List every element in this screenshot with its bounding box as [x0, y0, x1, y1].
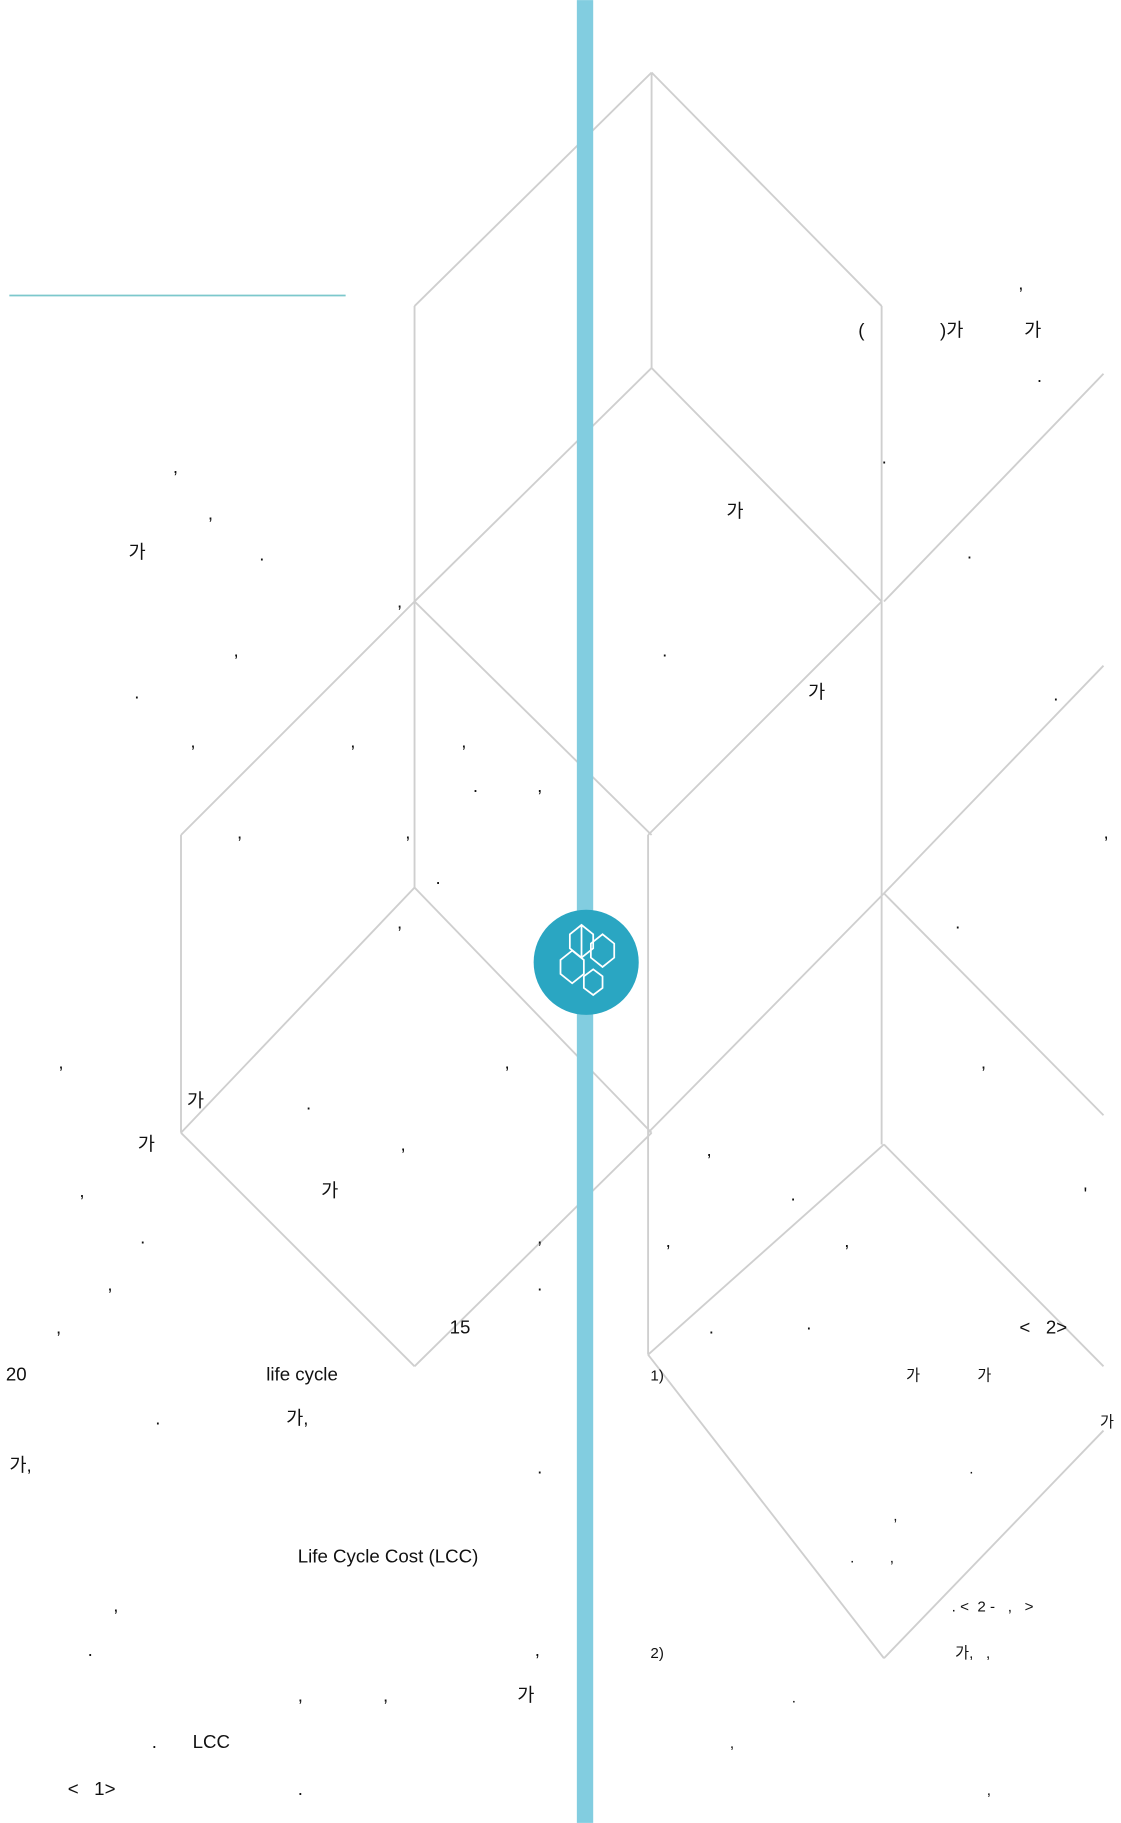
- text-fragment: ,: [535, 1639, 540, 1660]
- text-fragment: .: [152, 1731, 157, 1752]
- text-fragment: .: [967, 541, 972, 562]
- text-fragment: ,: [706, 1139, 711, 1160]
- text-fragment: ,: [981, 1052, 986, 1073]
- text-fragment: 가: [1024, 319, 1041, 340]
- text-fragment: ,: [397, 590, 402, 611]
- text-fragment: .: [850, 1549, 854, 1566]
- text-fragment: ,: [987, 1782, 991, 1799]
- text-fragment: .: [1053, 684, 1058, 705]
- text-fragment: ,: [730, 1735, 734, 1752]
- text-fragment: ,: [893, 1507, 897, 1524]
- text-fragment: 2): [650, 1645, 664, 1662]
- text-fragment: ,: [208, 503, 213, 524]
- text-fragment: (: [858, 319, 865, 340]
- text-fragment: ': [1084, 1184, 1088, 1205]
- text-fragment: 20: [6, 1363, 27, 1384]
- text-fragment: 가: [808, 681, 825, 702]
- text-fragment: .: [662, 639, 667, 660]
- text-fragment: ,: [298, 1684, 303, 1705]
- text-fragment: ·: [806, 1317, 812, 1338]
- text-fragment: ,: [537, 1227, 542, 1248]
- text-fragment: ,: [56, 1317, 61, 1338]
- text-fragment: LCC: [193, 1731, 230, 1752]
- text-fragment: .: [134, 681, 139, 702]
- text-fragment: 가: [187, 1090, 204, 1111]
- text-fragment: .: [537, 1273, 542, 1294]
- text-fragment: < 1>: [68, 1778, 116, 1799]
- text-fragment: ,: [173, 456, 178, 477]
- background-pattern: [180, 71, 1105, 1659]
- text-fragment: .: [88, 1639, 93, 1660]
- text-fragment: ,: [504, 1052, 509, 1073]
- text-fragment: ,: [397, 911, 402, 932]
- text-fragment: ,: [234, 639, 239, 660]
- text-fragment: ,: [666, 1230, 671, 1251]
- text-fragment: Life Cycle Cost (LCC): [298, 1545, 479, 1566]
- text-fragment: .: [791, 1184, 796, 1205]
- text-fragment: 가: [726, 500, 743, 521]
- text-fragment: 15: [450, 1317, 471, 1338]
- text-fragment: 가: [128, 541, 145, 562]
- text-fragment: ,: [237, 822, 242, 843]
- text-fragment: .: [537, 1457, 542, 1478]
- text-fragment: .: [709, 1317, 714, 1338]
- text-fragment: )가: [940, 319, 963, 340]
- text-layer: ,, 가.,,.,,,.,,,.,, , 가 . 가,, 가.,,., 15 20 life cy…: [6, 273, 1114, 1799]
- text-fragment: 가: [517, 1684, 534, 1705]
- text-fragment: 가,: [9, 1454, 31, 1475]
- text-fragment: .: [298, 1778, 303, 1799]
- text-fragment: . < 2 - , >: [952, 1599, 1034, 1616]
- text-fragment: ,: [383, 1684, 388, 1705]
- text-fragment: .: [155, 1408, 160, 1429]
- text-fragment: ,: [107, 1273, 112, 1294]
- text-fragment: 가: [138, 1133, 155, 1154]
- text-fragment: ,: [461, 730, 466, 751]
- logo: [533, 909, 639, 1015]
- text-fragment: 1): [650, 1367, 664, 1384]
- text-fragment: .: [955, 911, 960, 932]
- text-fragment: 가: [321, 1180, 338, 1201]
- text-fragment: 가: [1100, 1414, 1114, 1431]
- text-fragment: life cycle: [266, 1363, 338, 1384]
- text-fragment: ,: [190, 730, 195, 751]
- text-fragment: ,: [844, 1230, 849, 1251]
- text-fragment: ,: [401, 1133, 406, 1154]
- text-fragment: ,: [79, 1180, 84, 1201]
- text-fragment: .: [259, 544, 264, 565]
- text-fragment: ,: [58, 1052, 63, 1073]
- text-fragment: ,: [1103, 822, 1108, 843]
- text-fragment: .: [1037, 365, 1042, 386]
- text-fragment: 가: [977, 1367, 991, 1384]
- text-fragment: .: [792, 1690, 796, 1707]
- text-fragment: .: [140, 1227, 145, 1248]
- text-fragment: ,: [1018, 273, 1023, 294]
- text-fragment: .: [882, 447, 887, 468]
- text-fragment: ,: [890, 1549, 894, 1566]
- text-fragment: .: [306, 1092, 311, 1113]
- text-fragment: ,: [537, 775, 542, 796]
- text-fragment: ,: [113, 1595, 118, 1616]
- text-fragment: .: [473, 775, 478, 796]
- text-fragment: 가: [906, 1367, 920, 1384]
- text-fragment: < 2>: [1019, 1317, 1067, 1338]
- text-fragment: ,: [405, 822, 410, 843]
- text-fragment: ,: [350, 730, 355, 751]
- text-fragment: .: [436, 867, 441, 888]
- text-fragment: 가, ,: [955, 1645, 990, 1662]
- text-fragment: .: [969, 1461, 973, 1478]
- text-fragment: 가,: [286, 1408, 308, 1429]
